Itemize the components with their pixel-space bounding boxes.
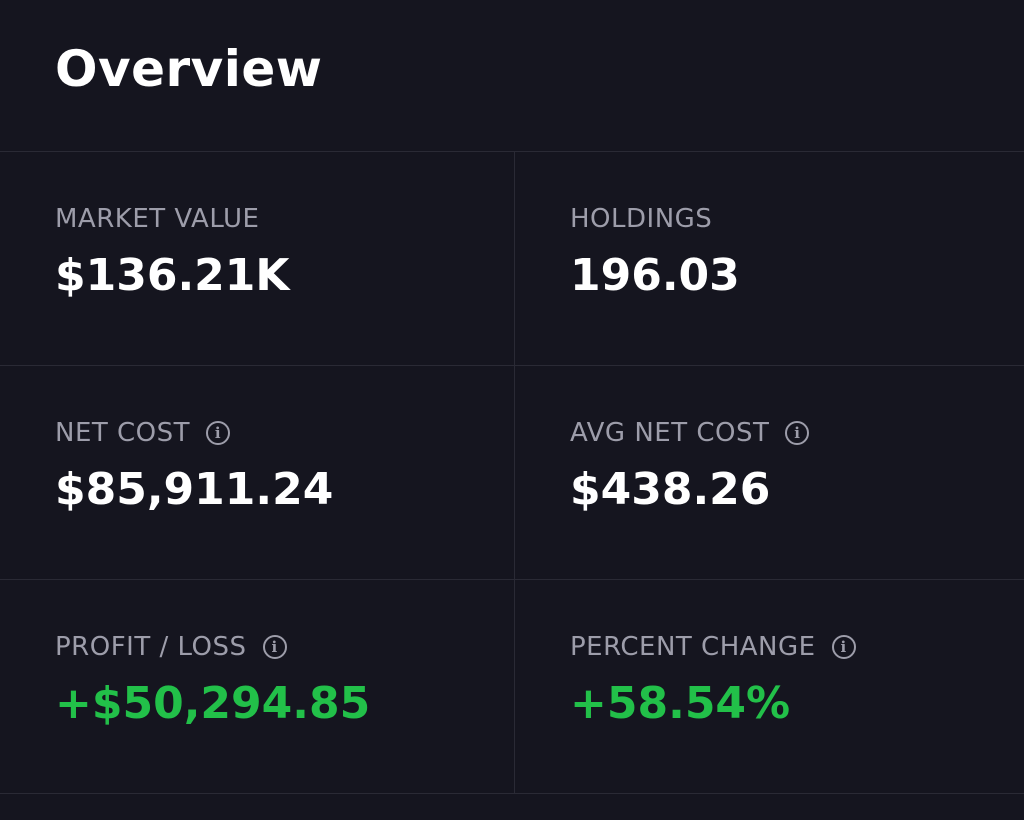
net-cost-label: NET COST i bbox=[55, 418, 231, 448]
info-icon[interactable]: i bbox=[206, 421, 231, 445]
net-cost-card: NET COST i $85,911.24 bbox=[0, 366, 515, 580]
holdings-label-text: HOLDINGS bbox=[570, 204, 713, 234]
net-cost-label-text: NET COST bbox=[55, 418, 191, 448]
info-icon[interactable]: i bbox=[785, 421, 810, 445]
percent-change-label: PERCENT CHANGE i bbox=[570, 632, 856, 662]
percent-change-card: PERCENT CHANGE i +58.54% bbox=[515, 580, 1024, 794]
market-value-amount: $136.21K bbox=[55, 250, 290, 301]
avg-net-cost-amount: $438.26 bbox=[570, 464, 771, 515]
market-value-card: MARKET VALUE $136.21K bbox=[0, 152, 515, 366]
overview-header: Overview bbox=[0, 0, 1024, 152]
profit-loss-label-text: PROFIT / LOSS bbox=[55, 632, 247, 662]
market-value-label: MARKET VALUE bbox=[55, 204, 259, 234]
metrics-grid: MARKET VALUE $136.21K HOLDINGS 196.03 NE… bbox=[0, 152, 1024, 794]
net-cost-amount: $85,911.24 bbox=[55, 464, 334, 515]
percent-change-label-text: PERCENT CHANGE bbox=[570, 632, 816, 662]
info-icon[interactable]: i bbox=[262, 635, 287, 659]
page-title: Overview bbox=[55, 40, 323, 98]
avg-net-cost-card: AVG NET COST i $438.26 bbox=[515, 366, 1024, 580]
profit-loss-card: PROFIT / LOSS i +$50,294.85 bbox=[0, 580, 515, 794]
percent-change-amount: +58.54% bbox=[570, 678, 791, 729]
avg-net-cost-label-text: AVG NET COST bbox=[570, 418, 770, 448]
info-icon[interactable]: i bbox=[831, 635, 856, 659]
holdings-label: HOLDINGS bbox=[570, 204, 712, 234]
holdings-card: HOLDINGS 196.03 bbox=[515, 152, 1024, 366]
market-value-label-text: MARKET VALUE bbox=[55, 204, 260, 234]
avg-net-cost-label: AVG NET COST i bbox=[570, 418, 810, 448]
profit-loss-label: PROFIT / LOSS i bbox=[55, 632, 287, 662]
holdings-amount: 196.03 bbox=[570, 250, 740, 301]
profit-loss-amount: +$50,294.85 bbox=[55, 678, 371, 729]
